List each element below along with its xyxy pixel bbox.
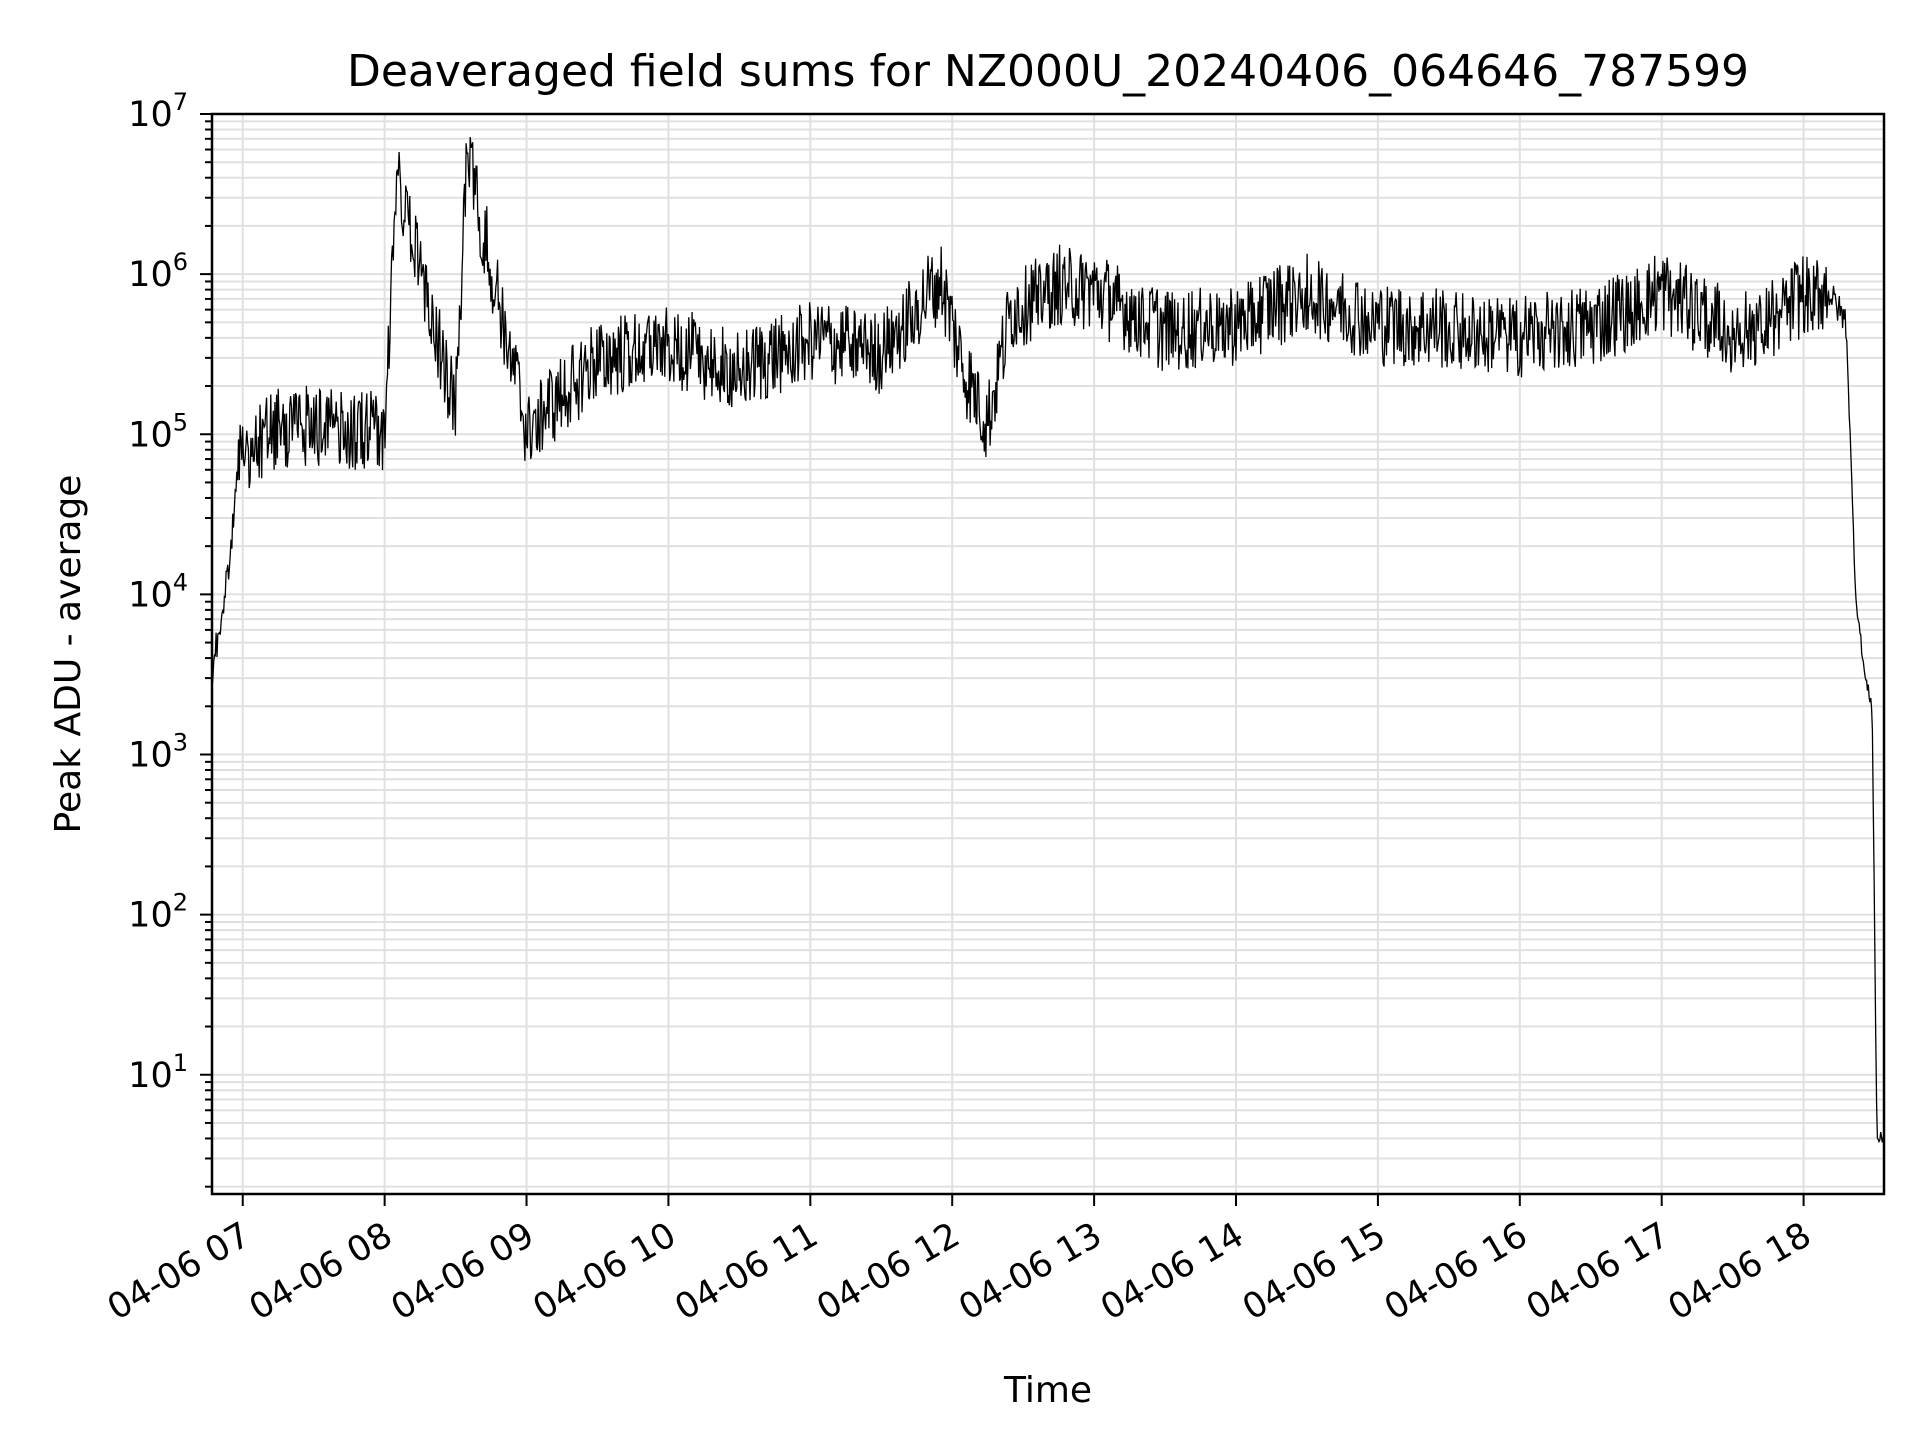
grid xyxy=(212,113,1884,1194)
chart-title: Deaveraged field sums for NZ000U_2024040… xyxy=(347,46,1749,97)
plot-frame xyxy=(210,112,1886,1196)
x-axis-label: Time xyxy=(1003,1370,1092,1411)
y-tick-label: 105 xyxy=(128,408,188,455)
series-line xyxy=(211,137,1885,1144)
y-axis-label: Peak ADU - average xyxy=(48,475,89,834)
series-layer xyxy=(211,137,1885,1144)
